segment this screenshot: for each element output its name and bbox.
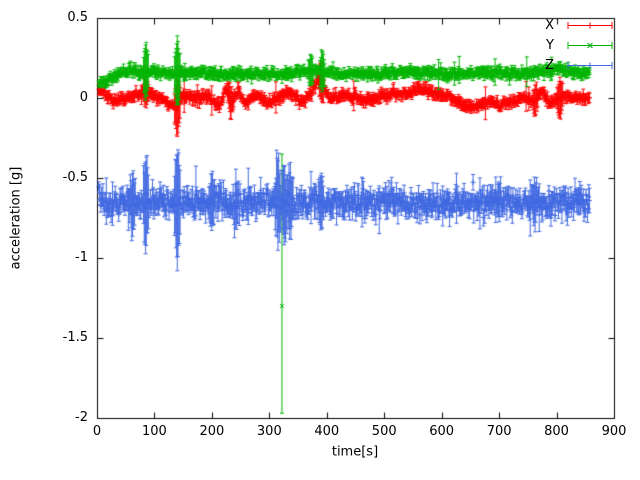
x-tick-label: 0	[92, 424, 102, 439]
legend-sample-y-icon	[566, 39, 614, 52]
x-tick-label: 400	[314, 424, 340, 439]
y-tick-label: -1	[75, 250, 88, 265]
legend-entry-x: X	[545, 15, 614, 35]
y-tick-label: -0.5	[62, 170, 88, 185]
x-tick-label: 100	[142, 424, 167, 439]
legend-sample-z-icon	[566, 59, 614, 72]
y-tick-label: 0	[79, 90, 88, 105]
x-tick-label: 500	[371, 424, 397, 439]
legend-entry-y: Y	[545, 35, 614, 55]
legend-sample-x-icon	[566, 19, 614, 32]
legend-label: X	[545, 17, 554, 33]
legend-label: Y	[546, 37, 554, 53]
x-tick-label: 800	[544, 424, 569, 439]
x-tick-label: 600	[429, 424, 455, 439]
x-tick-label: 300	[256, 424, 282, 439]
legend-label: Z	[545, 57, 554, 73]
x-tick-label: 900	[601, 424, 627, 439]
x-tick-label: 700	[486, 424, 512, 439]
y-tick-label: -2	[75, 410, 88, 425]
y-tick-label: -1.5	[62, 330, 88, 345]
legend-entry-z: Z	[545, 55, 614, 75]
x-axis-title: time[s]	[331, 444, 379, 460]
x-tick-label: 200	[199, 424, 225, 439]
y-tick-label: 0.5	[67, 10, 88, 25]
